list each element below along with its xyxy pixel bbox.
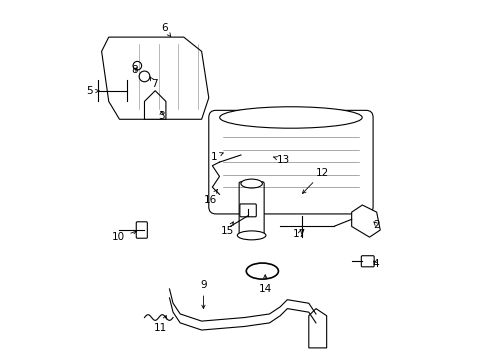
Polygon shape xyxy=(144,91,165,119)
Text: 17: 17 xyxy=(293,229,306,239)
Text: 15: 15 xyxy=(221,222,234,236)
Text: 9: 9 xyxy=(200,280,206,309)
Circle shape xyxy=(133,62,142,70)
FancyBboxPatch shape xyxy=(208,111,372,214)
FancyBboxPatch shape xyxy=(136,222,147,238)
Polygon shape xyxy=(308,309,326,348)
FancyBboxPatch shape xyxy=(361,256,373,267)
Text: 4: 4 xyxy=(372,259,379,269)
Circle shape xyxy=(139,71,149,82)
Text: 5: 5 xyxy=(86,86,99,96)
Ellipse shape xyxy=(237,231,265,240)
Text: 8: 8 xyxy=(131,65,138,75)
FancyBboxPatch shape xyxy=(239,182,264,235)
Text: 12: 12 xyxy=(302,168,328,193)
Text: 16: 16 xyxy=(203,189,217,204)
Ellipse shape xyxy=(219,107,362,128)
Text: 1: 1 xyxy=(210,152,223,162)
Ellipse shape xyxy=(241,179,262,188)
Ellipse shape xyxy=(246,263,278,279)
Polygon shape xyxy=(351,205,380,237)
Text: 14: 14 xyxy=(258,275,271,294)
Text: 2: 2 xyxy=(373,220,379,230)
Text: 13: 13 xyxy=(273,156,289,165)
Text: 6: 6 xyxy=(161,23,170,36)
Text: 7: 7 xyxy=(150,76,158,89)
Text: 3: 3 xyxy=(158,111,164,121)
FancyBboxPatch shape xyxy=(240,204,256,217)
Text: 11: 11 xyxy=(154,316,167,333)
Text: 10: 10 xyxy=(112,231,136,242)
Polygon shape xyxy=(102,37,208,119)
